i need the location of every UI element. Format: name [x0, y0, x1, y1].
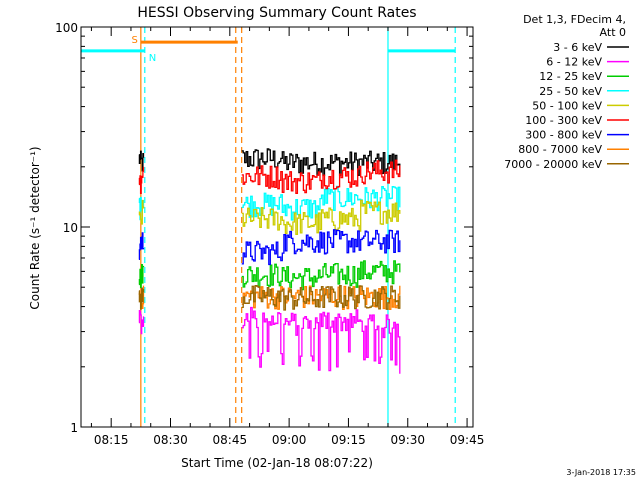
y-axis: 1 10 100 [55, 21, 473, 435]
series-line-2-seg-0 [138, 264, 145, 289]
y-tick-label-1: 10 [63, 221, 78, 235]
series-line-4-seg-1 [241, 199, 401, 235]
legend-label-6: 300 - 800 keV [525, 129, 602, 142]
legend-label-7: 800 - 7000 keV [518, 143, 602, 156]
series-line-6-seg-0 [138, 232, 145, 261]
x-tick-label-4: 09:15 [331, 433, 366, 447]
flag-label-n: N [149, 53, 156, 64]
x-tick-label-3: 09:00 [272, 433, 307, 447]
series-line-1-seg-1 [241, 306, 401, 374]
plot-frame [80, 26, 474, 428]
legend-label-5: 100 - 300 keV [525, 114, 602, 127]
legend: Det 1,3, FDecim 4,Att 0 3 - 6 keV 6 - 12 k… [504, 13, 629, 171]
legend-label-3: 25 - 50 keV [539, 85, 602, 98]
y-axis-label: Count Rate (s⁻¹ detector⁻¹) [28, 146, 42, 309]
series-line-7-seg-1 [241, 285, 401, 311]
x-tick-label-1: 08:30 [153, 433, 188, 447]
series-line-6-seg-1 [241, 229, 401, 266]
series-line-8-seg-1 [241, 284, 401, 311]
y-tick-label-0: 1 [70, 421, 78, 435]
legend-header-0: Det 1,3, FDecim 4, [523, 13, 626, 26]
x-axis-label: Start Time (02-Jan-18 08:07:22) [181, 456, 373, 470]
x-tick-label-6: 09:45 [450, 433, 485, 447]
series-line-5-seg-1 [241, 159, 401, 194]
series-line-2-seg-1 [241, 260, 401, 291]
x-tick-label-5: 09:30 [390, 433, 425, 447]
flag-label-s: S [131, 35, 137, 46]
legend-header-1: Att 0 [600, 26, 626, 39]
series-line-0-seg-0 [138, 150, 145, 172]
x-tick-label-0: 08:15 [94, 433, 129, 447]
chart-title: HESSI Observing Summary Count Rates [137, 5, 416, 21]
legend-label-8: 7000 - 20000 keV [504, 158, 602, 171]
footer-date: 3-Jan-2018 17:35 [566, 468, 636, 477]
x-tick-label-2: 08:45 [213, 433, 248, 447]
x-axis: 08:15 08:30 08:45 09:00 09:15 09:30 09:45 [90, 27, 485, 447]
legend-label-4: 50 - 100 keV [532, 99, 602, 112]
series-line-0-seg-1 [241, 148, 401, 177]
legend-label-1: 6 - 12 keV [546, 56, 602, 69]
series-line-1-seg-0 [138, 309, 145, 335]
series-line-5-seg-0 [138, 166, 145, 194]
legend-label-2: 12 - 25 keV [539, 70, 602, 83]
legend-label-0: 3 - 6 keV [553, 41, 602, 54]
series-line-8-seg-0 [138, 287, 145, 310]
series-line-3-seg-1 [241, 185, 401, 221]
plot-area: SN [80, 26, 474, 428]
series-line-4-seg-0 [138, 199, 145, 225]
y-tick-label-2: 100 [55, 21, 78, 35]
